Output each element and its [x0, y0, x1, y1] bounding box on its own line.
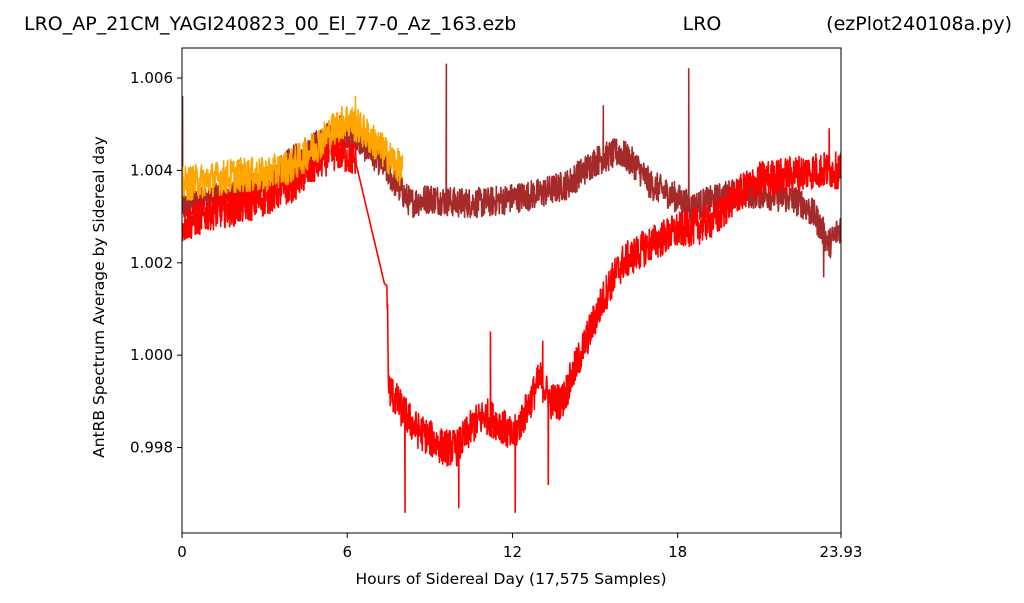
x-tick-label: 12 [503, 543, 522, 561]
y-axis-ticks: 0.998 1.000 1.002 1.004 1.006 [130, 69, 182, 457]
plot-frame [181, 47, 842, 534]
y-tick-label: 1.000 [130, 346, 173, 364]
y-tick-label: 0.998 [130, 439, 173, 457]
x-tick-label: 6 [342, 543, 352, 561]
x-tick-label: 23.93 [820, 543, 863, 561]
y-tick-label: 1.002 [130, 254, 173, 272]
x-tick-label: 18 [668, 543, 687, 561]
series-line-red [182, 128, 841, 514]
x-axis-ticks: 0 6 12 18 23.93 [177, 533, 862, 561]
x-tick-label: 0 [177, 543, 187, 561]
y-axis-label: AntRB Spectrum Average by Sidereal day [90, 136, 108, 458]
y-tick-label: 1.004 [130, 161, 173, 179]
plot-area [181, 47, 842, 534]
chart-title-center: LRO [683, 13, 722, 35]
y-tick-label: 1.006 [130, 69, 173, 87]
x-axis-label: Hours of Sidereal Day (17,575 Samples) [355, 570, 666, 588]
series-line-orange [182, 95, 404, 201]
chart-title-left: LRO_AP_21CM_YAGI240823_00_El_77-0_Az_163… [24, 13, 516, 35]
chart-title-right: (ezPlot240108a.py) [826, 13, 1012, 35]
